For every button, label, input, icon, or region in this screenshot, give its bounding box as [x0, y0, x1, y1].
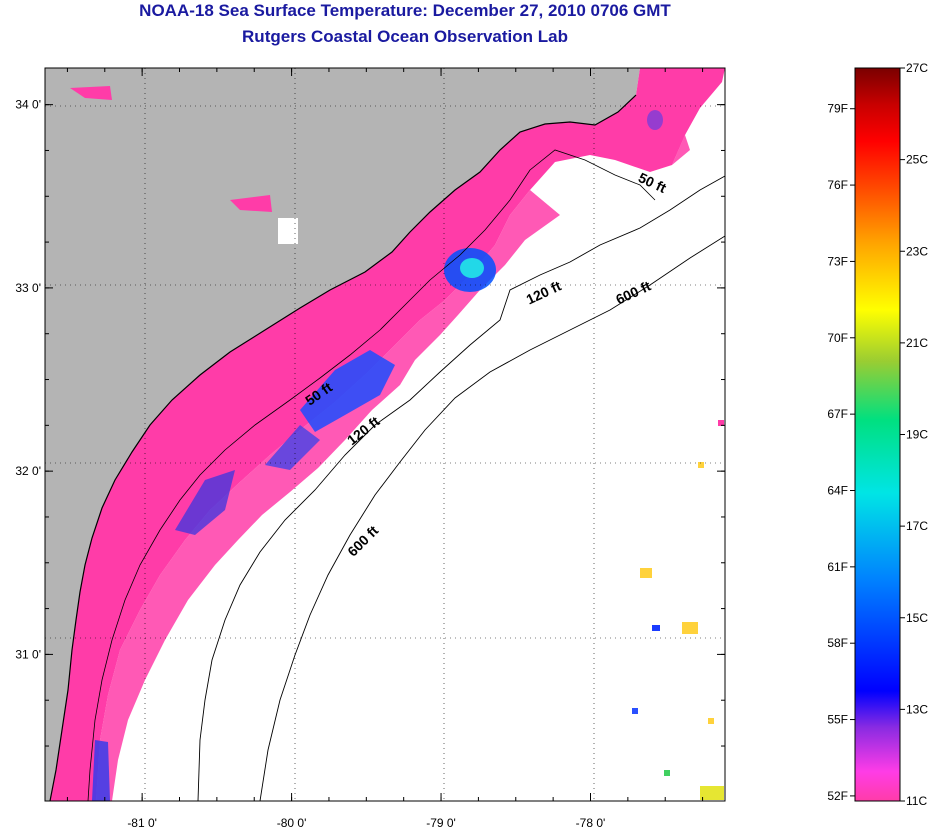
lat-tick-label: 33 0' — [15, 281, 41, 295]
fahrenheit-label: 76F — [827, 178, 848, 192]
contour-600ft — [259, 235, 725, 801]
celsius-label: 15C — [906, 611, 928, 625]
fahrenheit-label: 55F — [827, 713, 848, 727]
sst-cool-patch — [92, 740, 110, 801]
sst-cool-patch — [647, 110, 663, 130]
sst-speck — [632, 708, 638, 714]
lat-tick-label: 34 0' — [15, 98, 41, 112]
sst-speck — [708, 718, 714, 724]
map-subtitle: Rutgers Coastal Ocean Observation Lab — [242, 27, 568, 46]
celsius-label: 19C — [906, 428, 928, 442]
sst-speck — [664, 770, 670, 776]
map-frame — [44, 67, 726, 802]
sst-speck — [682, 622, 698, 634]
contour-50ft — [87, 149, 656, 801]
fahrenheit-label: 79F — [827, 102, 848, 116]
celsius-label: 13C — [906, 702, 928, 716]
sst-cool-patch — [265, 425, 320, 470]
fahrenheit-label: 52F — [827, 789, 848, 803]
sst-speck — [700, 786, 724, 800]
fahrenheit-label: 58F — [827, 636, 848, 650]
sst-land-flake — [230, 195, 272, 212]
sst-speck — [652, 625, 660, 631]
sst-speck — [640, 568, 652, 578]
celsius-label: 27C — [906, 61, 928, 75]
map-title: NOAA-18 Sea Surface Temperature: Decembe… — [139, 1, 671, 20]
lake-shape — [278, 218, 298, 244]
graticule — [45, 68, 725, 801]
fahrenheit-label: 64F — [827, 483, 848, 497]
sst-cool-patch — [175, 470, 235, 535]
celsius-label: 17C — [906, 519, 928, 533]
fahrenheit-label: 70F — [827, 331, 848, 345]
lon-tick-label: -79 0' — [426, 816, 456, 830]
coastline — [49, 94, 637, 801]
lon-tick-label: -78 0' — [576, 816, 606, 830]
celsius-label: 11C — [906, 794, 927, 808]
land-area — [45, 68, 640, 801]
fahrenheit-label: 67F — [827, 407, 848, 421]
sst-speck — [718, 420, 724, 426]
colorbar-labels: 27C 25C 23C 21C 19C 17C 15C 13C 11C 79F 76F 73F 70F 6… — [827, 61, 928, 808]
contour-120ft — [197, 175, 725, 801]
sst-speck — [698, 462, 704, 468]
sst-coastal-band — [50, 68, 725, 801]
sst-cool-patch — [300, 350, 395, 432]
lon-tick-label: -81 0' — [127, 816, 157, 830]
sst-land-flake — [70, 86, 112, 100]
celsius-label: 21C — [906, 336, 928, 350]
axis-ticks: 34 0' 33 0' 32 0' 31 0' -81 0' -80 0' -79 0' -7… — [15, 68, 725, 830]
fahrenheit-label: 61F — [827, 560, 848, 574]
sst-cool-core — [460, 258, 484, 278]
lat-tick-label: 32 0' — [15, 464, 41, 478]
fahrenheit-label: 73F — [827, 254, 848, 268]
celsius-label: 23C — [906, 244, 928, 258]
colorbar — [854, 67, 901, 802]
lon-tick-label: -80 0' — [277, 816, 307, 830]
celsius-label: 25C — [906, 153, 928, 167]
lat-tick-label: 31 0' — [15, 647, 41, 661]
